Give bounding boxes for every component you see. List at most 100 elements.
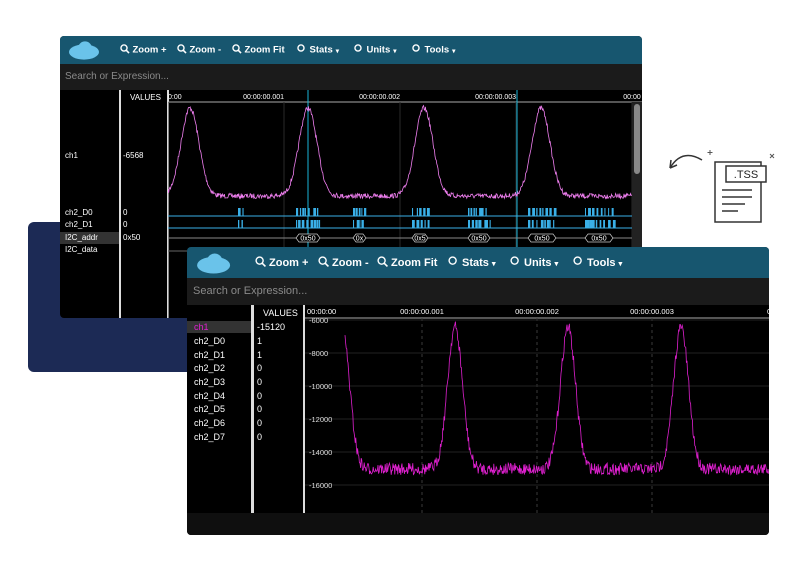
toolbar-button[interactable]: Tools ▾ <box>573 256 622 269</box>
signal-name[interactable]: ch1 <box>194 321 209 332</box>
search-box[interactable]: Search or Expression... <box>187 278 769 305</box>
toolbar-button[interactable]: Zoom Fit <box>377 256 437 269</box>
digital-pulse <box>532 208 536 216</box>
signal-name[interactable]: I2C_addr <box>65 233 98 242</box>
values-header: VALUES <box>130 93 161 102</box>
toolbar-button[interactable]: Units ▾ <box>354 44 397 56</box>
digital-pulse <box>420 220 423 228</box>
row-highlight <box>60 232 119 244</box>
signal-name[interactable]: ch2_D2 <box>194 362 226 373</box>
bus-segment <box>295 233 321 243</box>
digital-pulse <box>479 208 483 216</box>
button-label: Tools <box>424 44 450 56</box>
digital-pulse <box>468 208 470 216</box>
toolbar-button[interactable]: Zoom Fit <box>232 44 285 56</box>
digital-pulse <box>356 220 360 228</box>
toolbar-button[interactable]: Zoom + <box>255 256 308 269</box>
caret: ▾ <box>335 47 340 55</box>
sparkles <box>707 150 775 159</box>
digital-pulse <box>604 208 606 216</box>
digital-pulse <box>475 220 478 228</box>
time-label: 00:00:00.002 <box>515 307 559 316</box>
caret: ▾ <box>452 47 456 55</box>
signal-name[interactable]: ch2_D5 <box>194 403 226 414</box>
analog-trace <box>168 104 632 200</box>
button-label: Tools <box>587 257 616 269</box>
toolbar-button[interactable]: Stats ▾ <box>448 256 496 269</box>
signal-name[interactable]: ch1 <box>65 151 78 160</box>
digital-pulse <box>536 220 538 228</box>
logo-cloud <box>78 41 92 56</box>
digital-pulse <box>316 208 319 216</box>
digital-pulse <box>587 220 590 228</box>
digital-pulse <box>484 220 488 228</box>
digital-pulse <box>316 220 319 228</box>
y-axis-label: -6000 <box>309 316 328 325</box>
y-axis-label: -12000 <box>309 415 332 424</box>
button-label: Zoom + <box>269 257 309 269</box>
digital-pulse <box>241 220 243 228</box>
time-label: 0:00 <box>168 94 182 101</box>
digital-pulse <box>612 220 616 228</box>
toolbar-button[interactable]: Zoom + <box>120 44 167 56</box>
signal-name[interactable]: ch2_D1 <box>65 220 93 229</box>
bus-segment <box>584 233 614 243</box>
search-box[interactable]: Search or Expression... <box>60 64 642 90</box>
caret: ▾ <box>393 47 397 55</box>
signal-name[interactable]: ch2_D0 <box>65 208 93 217</box>
digital-pulse <box>238 220 240 228</box>
button-icon <box>120 44 130 54</box>
button-label: Zoom - <box>189 44 222 56</box>
signal-name[interactable]: ch2_D0 <box>194 335 226 346</box>
digital-pulse <box>318 220 321 228</box>
time-label: 00:00:00 <box>307 307 336 316</box>
arrow <box>669 154 703 169</box>
logo <box>197 253 231 274</box>
digital-pulse <box>301 220 305 228</box>
digital-pulse <box>361 220 364 228</box>
signal-name[interactable]: I2C_data <box>65 245 98 254</box>
button-label: Stats <box>462 257 489 269</box>
arrow-head <box>669 159 678 169</box>
digital-pulse <box>585 208 587 216</box>
button-label: Units <box>366 44 391 56</box>
digital-pulse <box>355 208 358 216</box>
digital-pulse <box>588 208 591 216</box>
digital-pulse <box>481 208 484 216</box>
signal-name[interactable]: ch2_D4 <box>194 390 226 401</box>
digital-pulse <box>313 208 317 216</box>
toolbar-button[interactable]: Zoom - <box>318 256 369 269</box>
y-axis-label: -14000 <box>309 448 332 457</box>
digital-pulse <box>528 208 531 216</box>
divider <box>303 305 305 513</box>
digital-pulse <box>553 208 557 216</box>
toolbar-button[interactable]: Tools ▾ <box>412 44 455 56</box>
button-label: Zoom Fit <box>391 257 438 269</box>
signal-value: 1 <box>257 349 263 360</box>
signal-value: 0x50 <box>123 233 141 242</box>
digital-pulse <box>544 220 546 228</box>
icon-shape <box>354 44 362 52</box>
y-axis-label: -16000 <box>309 481 332 490</box>
toolbar-button[interactable]: Stats ▾ <box>297 44 339 56</box>
digital-pulse <box>359 220 361 228</box>
signal-name[interactable]: ch2_D3 <box>194 376 226 387</box>
bus-label: 0x5 <box>414 236 425 243</box>
front-window: Zoom + Zoom - Zoom Fit Stats ▾ Units ▾ Tools ▾ S… <box>187 247 769 535</box>
digital-pulse <box>358 208 361 216</box>
bus-segment <box>467 233 491 243</box>
bus-label: 0x50 <box>300 236 315 243</box>
analog-trace <box>344 321 769 476</box>
toolbar-button[interactable]: Zoom - <box>177 44 221 56</box>
signal-name[interactable]: ch2_D1 <box>194 349 226 360</box>
signal-name[interactable]: ch2_D6 <box>194 417 226 428</box>
digital-pulse <box>595 220 598 228</box>
digital-pulse <box>549 220 551 228</box>
divider <box>251 305 254 513</box>
digital-pulse <box>426 208 430 216</box>
toolbar-button[interactable]: Units ▾ <box>510 256 558 269</box>
signal-name[interactable]: ch2_D7 <box>194 431 226 442</box>
scroll-thumb <box>634 104 640 174</box>
digital-pulse <box>549 208 552 216</box>
